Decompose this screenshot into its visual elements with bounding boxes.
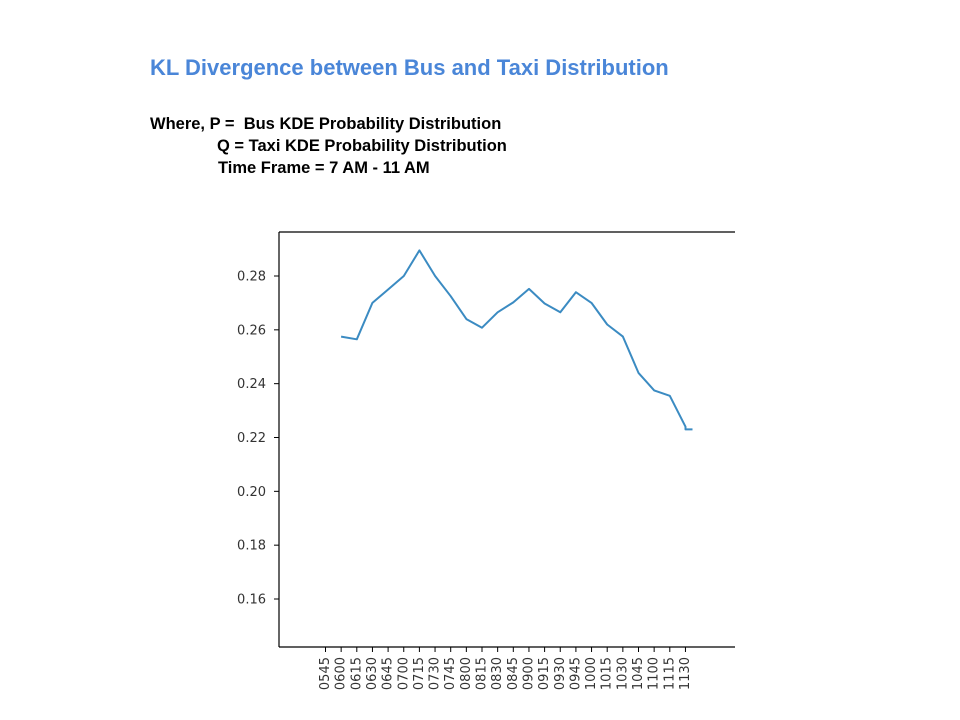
y-tick-label: 0.28: [237, 270, 266, 285]
x-tick-label: 1000: [584, 657, 599, 690]
x-tick-label: 0630: [365, 657, 380, 690]
x-tick-label: 0815: [475, 657, 490, 690]
x-tick-label: 0615: [349, 657, 364, 690]
x-tick-label: 0915: [537, 657, 552, 690]
y-tick-label: 0.16: [237, 593, 266, 608]
definition-p: Where, P = Bus KDE Probability Distribut…: [150, 115, 502, 133]
x-tick-label: 0545: [318, 657, 333, 690]
y-tick-label: 0.26: [237, 323, 266, 338]
y-tick-label: 0.20: [237, 485, 266, 500]
x-tick-label: 0930: [553, 657, 568, 690]
definition-time-frame: Time Frame = 7 AM - 11 AM: [218, 159, 430, 177]
definitions-block: Where, P = Bus KDE Probability Distribut…: [150, 113, 507, 179]
x-tick-label: 0645: [381, 657, 396, 690]
definition-q: Q = Taxi KDE Probability Distribution: [217, 137, 507, 155]
x-tick-label: 1045: [631, 657, 646, 690]
x-tick-label: 1115: [662, 657, 677, 690]
x-tick-label: 0715: [412, 657, 427, 690]
x-tick-label: 0745: [443, 657, 458, 690]
x-tick-label: 1100: [647, 657, 662, 690]
x-tick-label: 0600: [334, 657, 349, 690]
x-tick-label: 1015: [600, 657, 615, 690]
y-tick-label: 0.22: [237, 431, 266, 446]
x-tick-label: 0845: [506, 657, 521, 690]
x-tick-label: 0700: [396, 657, 411, 690]
x-tick-label: 0945: [568, 657, 583, 690]
x-tick-label: 1130: [678, 657, 693, 690]
series-line: [340, 249, 693, 431]
y-tick-label: 0.18: [237, 539, 266, 554]
x-tick-label: 0800: [459, 657, 474, 690]
x-tick-label: 0900: [521, 657, 536, 690]
slide-title: KL Divergence between Bus and Taxi Distr…: [150, 55, 669, 80]
x-tick-label: 0730: [428, 657, 443, 690]
x-tick-label: 1030: [615, 657, 630, 690]
x-tick-label: 0830: [490, 657, 505, 690]
y-tick-label: 0.24: [237, 377, 266, 392]
